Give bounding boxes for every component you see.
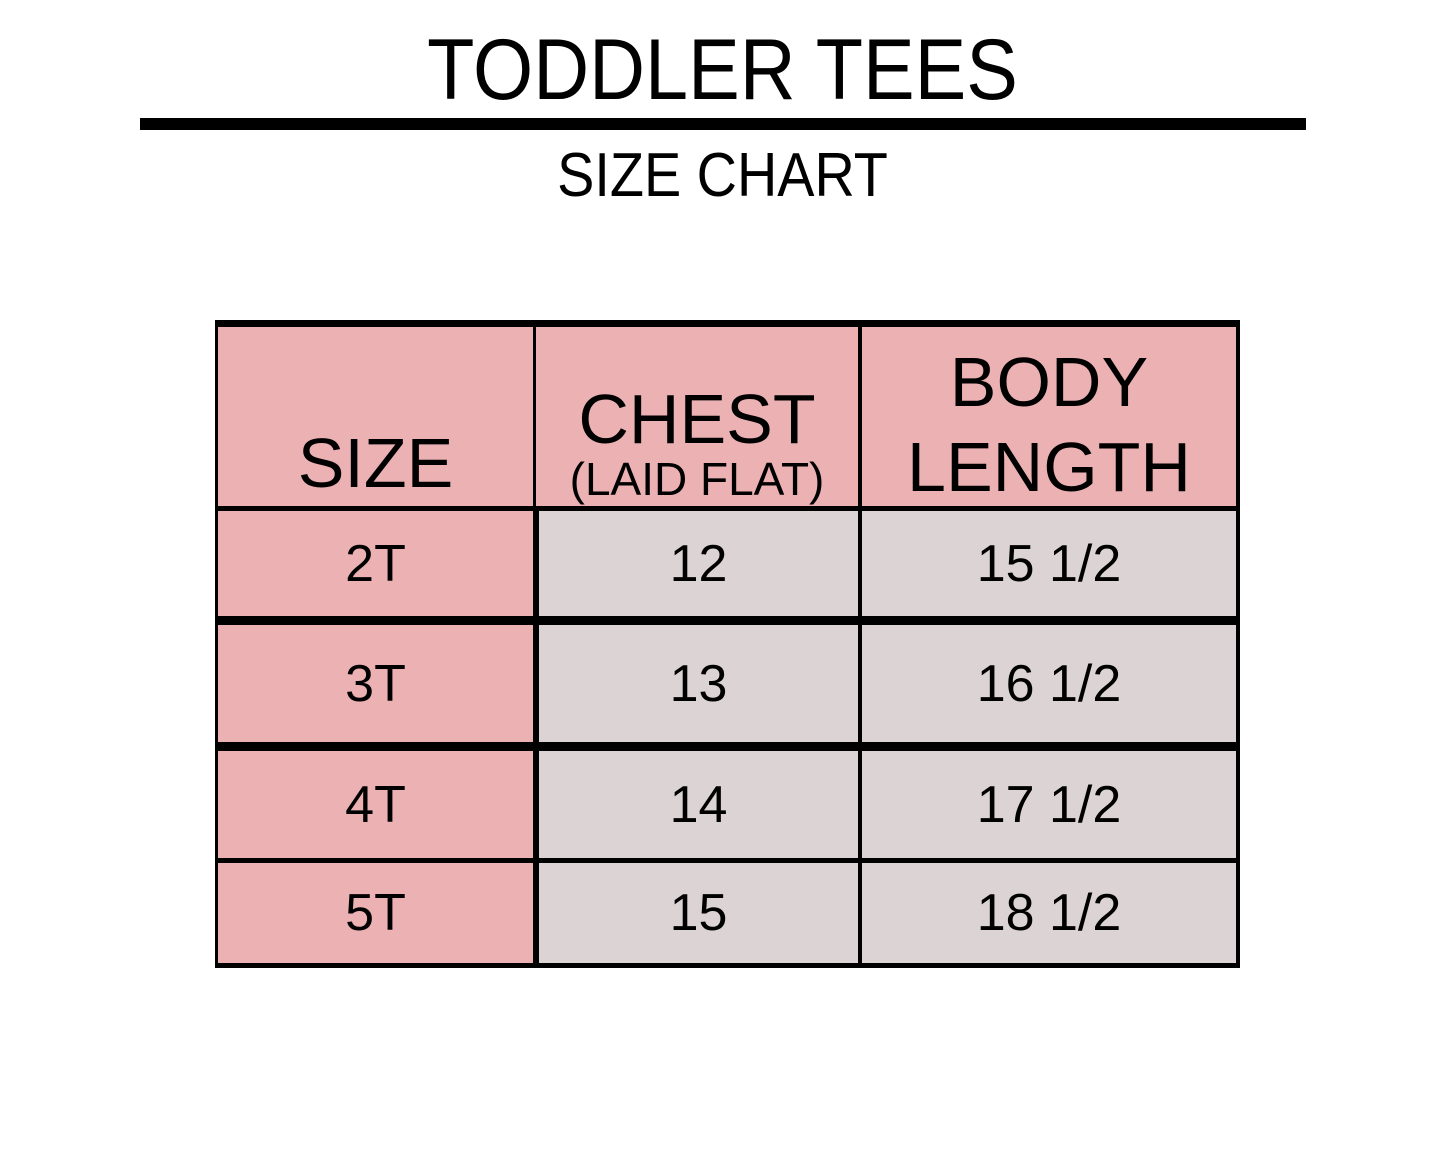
- cell-chest: 15: [669, 884, 728, 942]
- page-subtitle: SIZE CHART: [557, 141, 888, 210]
- header-size: SIZE: [218, 327, 533, 506]
- cell-size: 3T: [345, 654, 406, 713]
- cell-body-length: 17 1/2: [976, 775, 1122, 834]
- header-chest-note: (LAID FLAT): [569, 453, 825, 505]
- header-body-length: BODY LENGTH: [862, 327, 1236, 506]
- cell-body-length: 16 1/2: [976, 654, 1122, 713]
- table-row-size: 4T: [218, 751, 533, 858]
- table-row-chest: 12: [539, 511, 858, 616]
- table-row-size: 2T: [218, 511, 533, 616]
- header-chest: CHEST (LAID FLAT): [536, 327, 858, 506]
- header-chest-label: CHEST: [578, 380, 816, 458]
- table-row-body-length: 18 1/2: [862, 863, 1236, 963]
- table-row-body-length: 16 1/2: [862, 625, 1236, 742]
- cell-body-length: 15 1/2: [976, 534, 1122, 593]
- cell-chest: 14: [669, 775, 728, 834]
- size-chart-table: SIZE CHEST (LAID FLAT) BODY LENGTH 2T 12…: [215, 320, 1240, 968]
- header-body-length-line1: BODY: [949, 343, 1149, 421]
- cell-size: 4T: [345, 775, 406, 834]
- cell-size: 5T: [345, 884, 406, 942]
- cell-chest: 13: [669, 654, 728, 713]
- table-row-body-length: 15 1/2: [862, 511, 1236, 616]
- table-row-chest: 15: [539, 863, 858, 963]
- cell-body-length: 18 1/2: [976, 884, 1122, 942]
- header-body-length-line2: LENGTH: [907, 428, 1191, 506]
- table-row-chest: 14: [539, 751, 858, 858]
- table-row-size: 5T: [218, 863, 533, 963]
- table-row-body-length: 17 1/2: [862, 751, 1236, 858]
- table-row-chest: 13: [539, 625, 858, 742]
- table-row-size: 3T: [218, 625, 533, 742]
- page-title: TODDLER TEES: [427, 22, 1018, 118]
- title-divider: [140, 118, 1306, 130]
- header-size-label: SIZE: [297, 424, 454, 502]
- cell-chest: 12: [669, 534, 728, 593]
- cell-size: 2T: [345, 534, 406, 593]
